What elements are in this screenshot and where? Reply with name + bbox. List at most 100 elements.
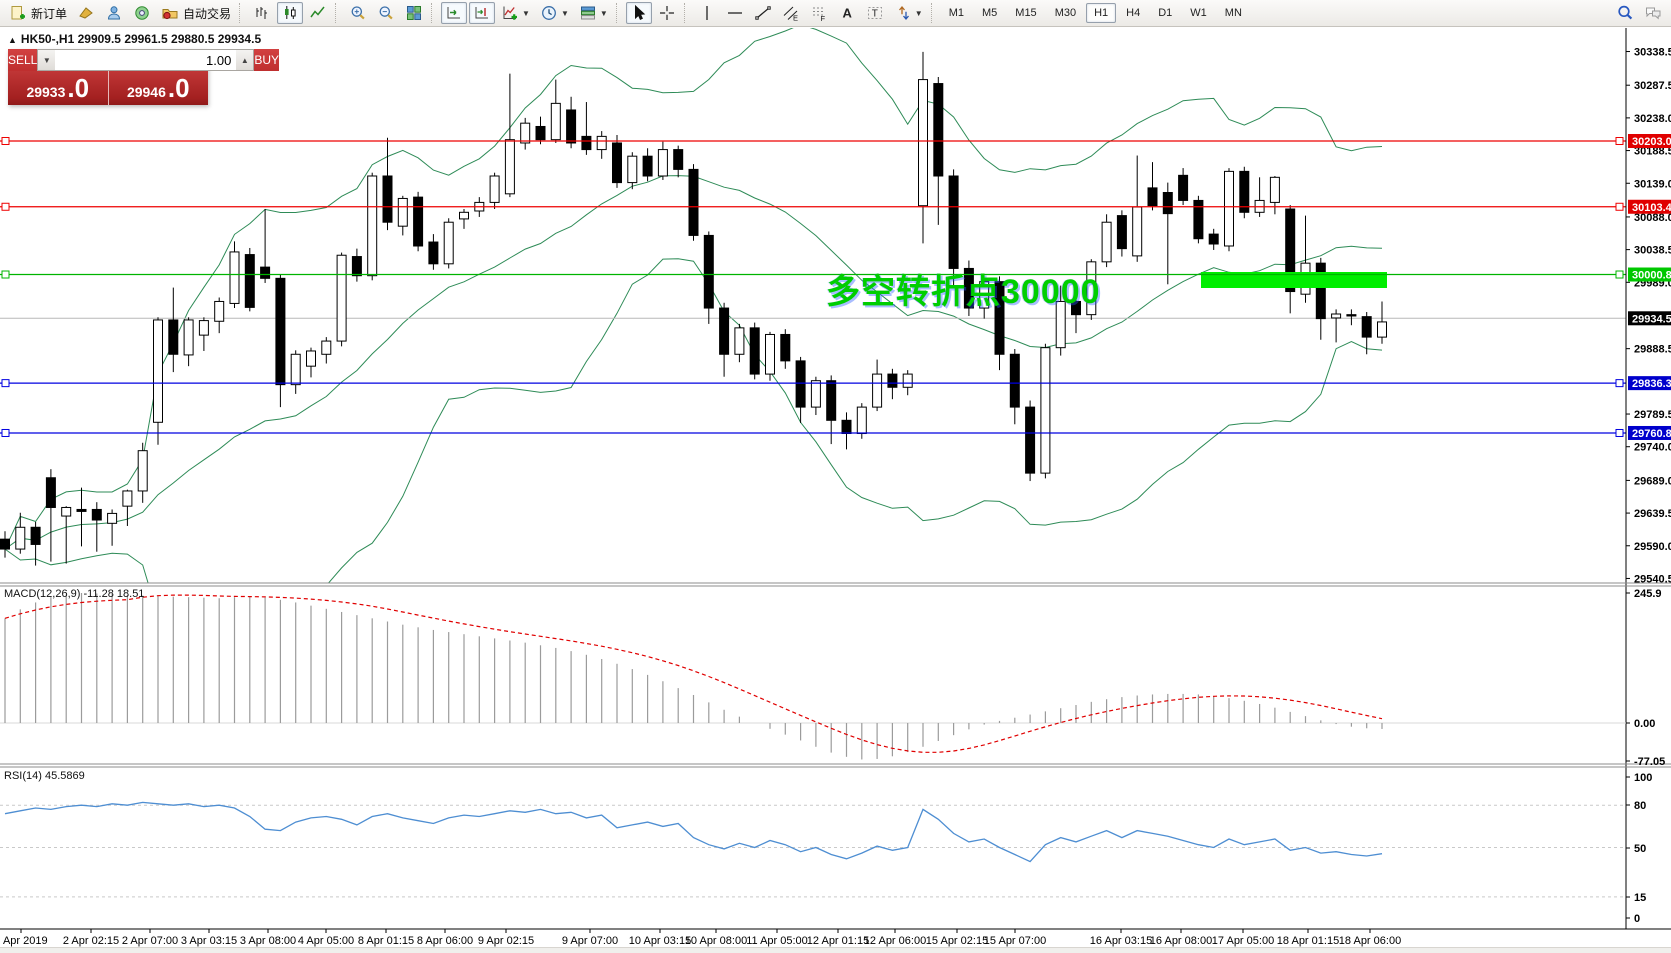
- sell-button[interactable]: SELL: [8, 49, 38, 71]
- line-handle[interactable]: [1, 137, 10, 145]
- chart-shift-button[interactable]: [469, 2, 496, 24]
- time-tick-label: 1 Apr 2019: [0, 935, 48, 947]
- periods-button[interactable]: ▼: [536, 2, 573, 24]
- candle-body: [673, 149, 684, 170]
- chat-button[interactable]: [1640, 2, 1666, 24]
- line-handle[interactable]: [1, 379, 10, 388]
- indicators-button[interactable]: ▼: [497, 2, 534, 24]
- search-icon: [1616, 4, 1634, 22]
- time-tick-label: 18 Apr 01:15: [1277, 935, 1339, 947]
- tile-windows-button[interactable]: [401, 2, 427, 24]
- candle-body: [61, 506, 72, 517]
- templates-button[interactable]: ▼: [575, 2, 612, 24]
- crosshair-button[interactable]: [654, 2, 680, 24]
- candle-body: [1101, 221, 1112, 263]
- fibonacci-button[interactable]: F: [806, 2, 832, 24]
- text-button[interactable]: A: [834, 2, 860, 24]
- vline-button[interactable]: [694, 2, 720, 24]
- zoom-out-icon: [377, 4, 395, 22]
- auto-scroll-button[interactable]: [441, 2, 468, 24]
- candle-body: [520, 122, 531, 144]
- timeframe-m15-button[interactable]: M15: [1015, 7, 1037, 19]
- price-tick-label: 29740.0: [1634, 442, 1671, 454]
- buy-price[interactable]: 29946 .0: [108, 71, 208, 105]
- zoom-in-icon: [349, 4, 367, 22]
- annotation-text[interactable]: 多空转折点30000: [826, 273, 1101, 311]
- chart-candles-icon: [281, 4, 299, 22]
- buy-price-int: 29946: [126, 84, 166, 100]
- candle-body: [642, 155, 653, 177]
- line-handle[interactable]: [1615, 379, 1624, 388]
- chart-bars-button[interactable]: [249, 2, 275, 24]
- price-tick-label: 30238.0: [1634, 113, 1671, 125]
- timeframe-mn-button[interactable]: MN: [1224, 7, 1242, 19]
- candle-body: [1208, 233, 1219, 245]
- channel-icon: E: [782, 4, 800, 22]
- line-handle[interactable]: [1615, 202, 1624, 211]
- macd-signal-line: [4, 594, 1383, 753]
- volume-input[interactable]: [55, 50, 237, 70]
- zoom-in-button[interactable]: [345, 2, 371, 24]
- line-handle[interactable]: [1, 270, 10, 279]
- timeframe-m30-button[interactable]: M30: [1054, 7, 1077, 19]
- timeframe-h1-button[interactable]: H1: [1086, 3, 1117, 23]
- line-handle[interactable]: [1, 202, 10, 211]
- chart-bars-icon: [253, 4, 271, 22]
- profiles-button[interactable]: [101, 2, 127, 24]
- brush-button[interactable]: [73, 2, 99, 24]
- templates-dropdown-icon[interactable]: ▼: [599, 8, 608, 18]
- chart-candles-button[interactable]: [277, 2, 304, 24]
- arrows-button[interactable]: ▼: [890, 2, 927, 24]
- candle-body: [612, 142, 622, 184]
- alerts-button[interactable]: [129, 2, 155, 24]
- collapse-panel-icon[interactable]: ▲: [8, 35, 17, 45]
- line-handle[interactable]: [1615, 137, 1624, 145]
- text-label-button[interactable]: T: [862, 2, 888, 24]
- line-handle[interactable]: [1, 428, 10, 437]
- rsi-axis-label: 15: [1634, 892, 1646, 904]
- auto-trading-button[interactable]: 自动交易: [157, 2, 235, 24]
- candle-body: [918, 79, 928, 207]
- candle-body: [30, 526, 41, 545]
- candles: [0, 51, 1387, 566]
- line-handle[interactable]: [1615, 428, 1624, 437]
- search-button[interactable]: [1612, 2, 1638, 24]
- bollinger-lower-line: [4, 258, 1383, 583]
- chart-line-button[interactable]: [305, 2, 331, 24]
- periods-dropdown-icon[interactable]: ▼: [560, 8, 569, 18]
- price-tick-label: 30139.0: [1634, 178, 1671, 190]
- new-order-icon: [9, 4, 27, 22]
- arrows-dropdown-icon[interactable]: ▼: [914, 8, 923, 18]
- timeframe-m5-button[interactable]: M5: [982, 7, 998, 19]
- indicators-dropdown-icon[interactable]: ▼: [522, 8, 530, 18]
- volume-decrease-button[interactable]: ▼: [38, 50, 56, 70]
- channel-button[interactable]: E: [778, 2, 804, 24]
- candle-body: [979, 281, 990, 309]
- zoom-out-button[interactable]: [373, 2, 399, 24]
- timeframe-h4-button[interactable]: H4: [1126, 7, 1141, 19]
- text-icon: A: [838, 4, 856, 22]
- line-handle[interactable]: [1615, 270, 1624, 279]
- time-tick-label: 15 Apr 07:00: [984, 935, 1046, 947]
- cursor-button[interactable]: [625, 2, 652, 24]
- timeframe-d1-button[interactable]: D1: [1158, 7, 1173, 19]
- candle-body: [1315, 262, 1326, 320]
- timeframe-m1-button[interactable]: M1: [948, 7, 964, 19]
- volume-increase-button[interactable]: ▲: [236, 50, 254, 70]
- hline-button[interactable]: [722, 2, 748, 24]
- rsi-axis-label: 50: [1634, 843, 1646, 855]
- toolbar-separator: [335, 3, 341, 23]
- candle-body: [275, 277, 286, 386]
- candle-body: [994, 281, 1005, 355]
- price-flag-label: 29760.8: [1632, 428, 1671, 440]
- candle-body: [45, 477, 56, 508]
- new-order-button[interactable]: 新订单: [5, 2, 71, 24]
- sell-price[interactable]: 29933 .0: [8, 71, 109, 105]
- trendline-button[interactable]: [750, 2, 776, 24]
- price-flag-label: 29934.5: [1632, 313, 1671, 325]
- buy-button[interactable]: BUY: [254, 49, 280, 71]
- timeframe-w1-button[interactable]: W1: [1190, 7, 1207, 19]
- rsi-line: [4, 801, 1383, 863]
- highlight-rect[interactable]: [1201, 272, 1387, 288]
